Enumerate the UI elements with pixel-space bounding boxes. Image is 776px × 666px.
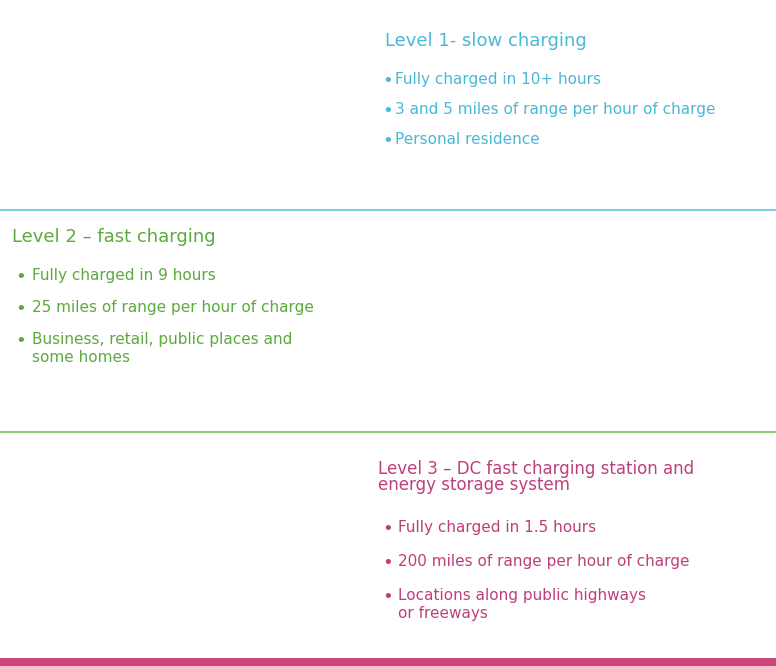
Text: •: • xyxy=(382,72,393,90)
Text: •: • xyxy=(15,268,26,286)
Text: •: • xyxy=(15,332,26,350)
Text: Business, retail, public places and: Business, retail, public places and xyxy=(32,332,293,347)
Text: •: • xyxy=(382,588,393,606)
Text: •: • xyxy=(382,554,393,572)
Text: Fully charged in 1.5 hours: Fully charged in 1.5 hours xyxy=(398,520,596,535)
Text: Level 2 – fast charging: Level 2 – fast charging xyxy=(12,228,216,246)
Text: energy storage system: energy storage system xyxy=(378,476,570,494)
Text: or freeways: or freeways xyxy=(398,606,488,621)
Text: Fully charged in 9 hours: Fully charged in 9 hours xyxy=(32,268,216,283)
Text: some homes: some homes xyxy=(32,350,130,365)
Text: •: • xyxy=(382,132,393,150)
Text: •: • xyxy=(382,520,393,538)
Text: Level 1- slow charging: Level 1- slow charging xyxy=(385,32,587,50)
Text: •: • xyxy=(15,300,26,318)
Text: •: • xyxy=(382,102,393,120)
Text: 25 miles of range per hour of charge: 25 miles of range per hour of charge xyxy=(32,300,314,315)
Text: Level 3 – DC fast charging station and: Level 3 – DC fast charging station and xyxy=(378,460,694,478)
Bar xyxy=(0,658,776,666)
Text: 200 miles of range per hour of charge: 200 miles of range per hour of charge xyxy=(398,554,690,569)
Text: Fully charged in 10+ hours: Fully charged in 10+ hours xyxy=(395,72,601,87)
Text: 3 and 5 miles of range per hour of charge: 3 and 5 miles of range per hour of charg… xyxy=(395,102,715,117)
Text: Locations along public highways: Locations along public highways xyxy=(398,588,646,603)
Text: Personal residence: Personal residence xyxy=(395,132,540,147)
